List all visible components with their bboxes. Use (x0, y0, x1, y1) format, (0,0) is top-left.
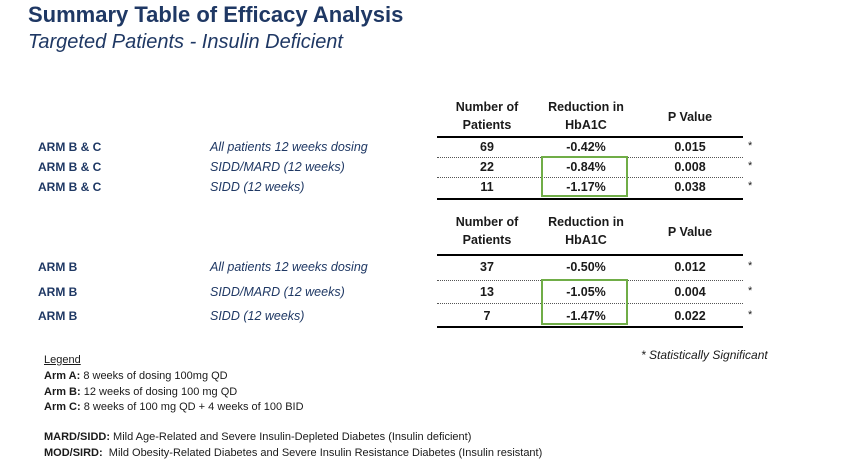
header-pvalue: P Value (667, 110, 713, 124)
legend-arm-c-label: Arm C: (44, 401, 81, 413)
header-reduction: Reduction in HbA1C (537, 98, 635, 134)
table1-row1-reduction: -0.42% (566, 140, 606, 154)
header2-reduction-line2: HbA1C (565, 233, 607, 247)
legend-arm-a: Arm A: 8 weeks of dosing 100mg QD (44, 370, 228, 382)
legend-arm-c: Arm C: 8 weeks of 100 mg QD + 4 weeks of… (44, 401, 304, 413)
legend-arm-b-label: Arm B: (44, 386, 81, 398)
table1-row2-sig: * (748, 160, 753, 172)
header2-patients-line1: Number of (455, 215, 519, 229)
table1-row2-pvalue: 0.008 (674, 160, 706, 174)
table1-row1-patients: 69 (480, 140, 494, 154)
definition-mard-sidd-text: Mild Age-Related and Severe Insulin-Depl… (110, 431, 472, 443)
header2-reduction-line1: Reduction in (548, 215, 624, 229)
legend-arm-a-label: Arm A: (44, 370, 81, 382)
table1-row3-reduction: -1.17% (566, 180, 606, 194)
table2-row2-pvalue: 0.004 (674, 285, 706, 299)
definition-mod-sird-text: Mild Obesity-Related Diabetes and Severe… (102, 447, 543, 459)
table2-row2-arm: ARM B (38, 285, 78, 299)
definition-mod-sird-label: MOD/SIRD: (44, 447, 103, 459)
table1-row2-arm: ARM B & C (38, 160, 102, 174)
table1-divider-2 (437, 177, 743, 178)
table1-row1-arm: ARM B & C (38, 140, 102, 154)
table2-row1-patients: 37 (480, 260, 494, 274)
table1-row1-sig: * (748, 140, 753, 152)
table1-row2-reduction: -0.84% (566, 160, 606, 174)
table2-row3-reduction: -1.47% (566, 309, 606, 323)
table2-row3-patients: 7 (483, 309, 491, 323)
table1-row2-desc: SIDD/MARD (12 weeks) (210, 160, 345, 174)
header2-patients-line2: Patients (462, 233, 512, 247)
legend-title: Legend (44, 354, 81, 366)
table1-highlight-box (541, 156, 628, 197)
table1-row3-sig: * (748, 180, 753, 192)
table1-row3-desc: SIDD (12 weeks) (210, 180, 305, 194)
table2-row1-reduction: -0.50% (566, 260, 606, 274)
table2-row2-sig: * (748, 285, 753, 297)
page-title: Summary Table of Efficacy Analysis (28, 2, 404, 27)
page-subtitle: Targeted Patients - Insulin Deficient (28, 31, 343, 53)
table2-row3-arm: ARM B (38, 309, 78, 323)
table2-row3-desc: SIDD (12 weeks) (210, 309, 305, 323)
header-reduction-line2: HbA1C (565, 118, 607, 132)
table2-row3-sig: * (748, 309, 753, 321)
table1-row3-patients: 11 (480, 180, 494, 194)
table2-row2-reduction: -1.05% (566, 285, 606, 299)
header-patients-line2: Patients (462, 118, 512, 132)
table1-row2-patients: 22 (480, 160, 494, 174)
table2-row1-sig: * (748, 260, 753, 272)
table1-row3-arm: ARM B & C (38, 180, 102, 194)
table2-row2-patients: 13 (480, 285, 494, 299)
legend-arm-b: Arm B: 12 weeks of dosing 100 mg QD (44, 386, 237, 398)
header2-reduction: Reduction in HbA1C (537, 213, 635, 249)
table2-row1-arm: ARM B (38, 260, 78, 274)
definition-mard-sidd: MARD/SIDD: Mild Age-Related and Severe I… (44, 431, 471, 443)
definition-mod-sird: MOD/SIRD: Mild Obesity-Related Diabetes … (44, 447, 542, 459)
table2-top-rule (437, 254, 743, 256)
header-patients: Number of Patients (437, 98, 537, 134)
table1-bottom-rule (437, 198, 743, 200)
header2-patients: Number of Patients (437, 213, 537, 249)
table1-row3-pvalue: 0.038 (674, 180, 706, 194)
table1-row1-desc: All patients 12 weeks dosing (210, 140, 368, 154)
significance-note: * Statistically Significant (641, 348, 768, 362)
header-patients-line1: Number of (455, 100, 519, 114)
legend-arm-b-text: 12 weeks of dosing 100 mg QD (80, 386, 238, 398)
table2-highlight-box (541, 279, 628, 325)
table2-row2-desc: SIDD/MARD (12 weeks) (210, 285, 345, 299)
table2-row1-pvalue: 0.012 (674, 260, 706, 274)
header-reduction-line1: Reduction in (548, 100, 624, 114)
header2-pvalue: P Value (667, 225, 713, 239)
definition-mard-sidd-label: MARD/SIDD: (44, 431, 110, 443)
table2-row3-pvalue: 0.022 (674, 309, 706, 323)
table1-row1-pvalue: 0.015 (674, 140, 706, 154)
table2-divider-2 (437, 303, 743, 304)
legend-arm-a-text: 8 weeks of dosing 100mg QD (80, 370, 228, 382)
legend-arm-c-text: 8 weeks of 100 mg QD + 4 weeks of 100 BI… (80, 401, 304, 413)
table2-bottom-rule (437, 326, 743, 328)
table1-top-rule (437, 136, 743, 138)
table2-row1-desc: All patients 12 weeks dosing (210, 260, 368, 274)
